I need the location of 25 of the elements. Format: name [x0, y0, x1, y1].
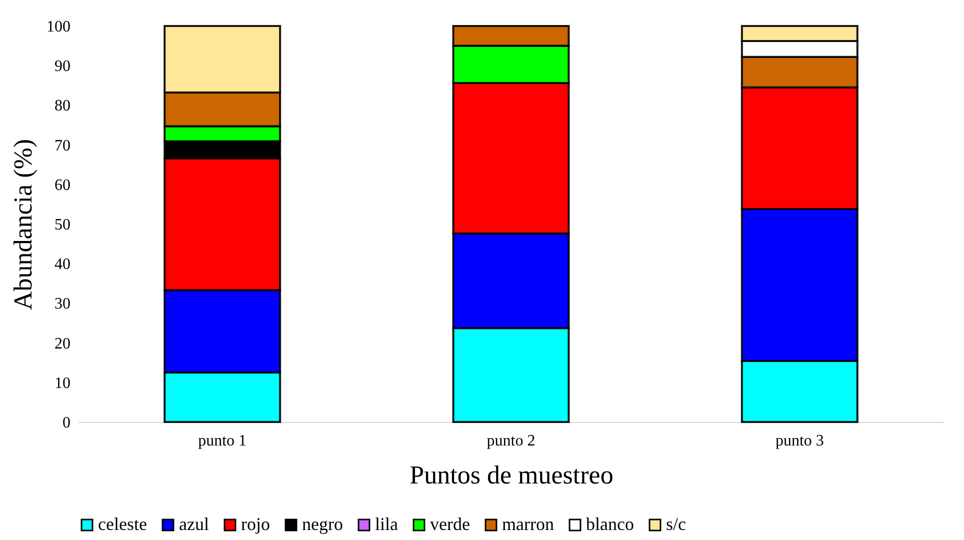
legend-label: marron	[502, 514, 554, 534]
legend-label: azul	[179, 514, 209, 534]
y-tick-label: 0	[62, 414, 70, 432]
y-axis-title: Abundancia (%)	[8, 138, 38, 310]
y-tick-label: 20	[54, 335, 70, 352]
legend-label: lila	[375, 514, 398, 534]
y-tick-label: 40	[54, 256, 70, 274]
x-tick-label: punto 1	[198, 432, 247, 450]
y-tick-label: 60	[54, 176, 70, 194]
y-tick-label: 90	[54, 58, 70, 76]
x-tick-label: punto 2	[486, 432, 536, 450]
legend-label: celeste	[98, 514, 147, 534]
legend-label: verde	[430, 514, 470, 534]
y-tick-label: 100	[46, 18, 70, 36]
legend-label: blanco	[586, 514, 634, 534]
legend-label: s/c	[666, 514, 686, 534]
y-tick-label: 70	[54, 137, 70, 154]
y-tick-label: 50	[54, 216, 70, 234]
x-tick-label: punto 3	[775, 432, 824, 450]
legend-label: rojo	[241, 514, 270, 534]
y-tick-label: 10	[54, 374, 70, 392]
y-tick-label: 30	[54, 296, 70, 313]
x-axis-title: Puntos de muestreo	[410, 460, 614, 490]
legend-label: negro	[302, 514, 343, 534]
y-tick-label: 80	[54, 98, 70, 115]
